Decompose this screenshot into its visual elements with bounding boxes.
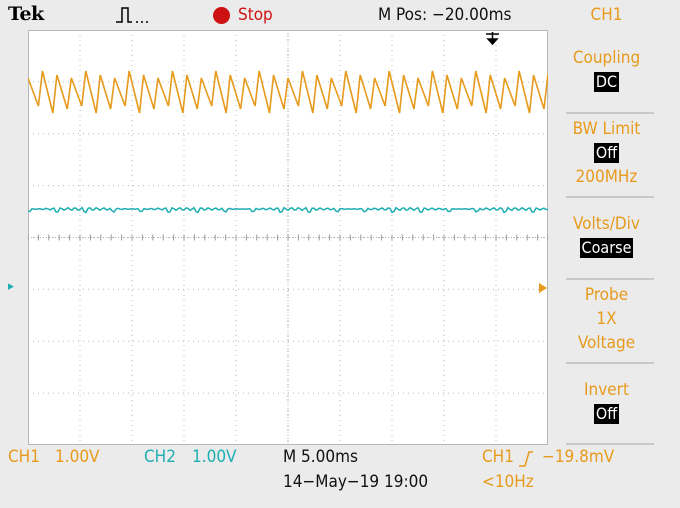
bw-limit-label: BW Limit	[572, 119, 641, 139]
invert-menu-item[interactable]: Invert Off	[563, 378, 650, 426]
coupling-menu-item[interactable]: Coupling DC	[563, 46, 650, 94]
bw-limit-sub: 200MHz	[575, 167, 638, 187]
run-state-label: Stop	[238, 5, 273, 25]
rising-edge-icon	[519, 451, 533, 467]
coupling-label: Coupling	[572, 48, 641, 68]
menu-divider	[566, 112, 654, 114]
menu-divider	[566, 443, 654, 445]
menu-divider	[566, 362, 654, 364]
ch1-scale: 1.00V	[55, 447, 100, 467]
coupling-value: DC	[593, 72, 620, 92]
bw-limit-menu-item[interactable]: BW Limit Off 200MHz	[563, 117, 650, 189]
trigger-position-marker	[486, 32, 499, 46]
waveform-plot	[28, 30, 548, 445]
volts-div-label: Volts/Div	[573, 214, 640, 234]
volts-div-value: Coarse	[579, 238, 634, 258]
menu-title: CH1	[590, 5, 623, 25]
trigger-frequency: <10Hz	[482, 472, 534, 492]
bw-limit-value: Off	[593, 143, 620, 163]
probe-menu-item[interactable]: Probe 1X Voltage	[563, 283, 650, 355]
date-time: 14−May−19 19:00	[283, 472, 429, 492]
timebase-readout: M 5.00ms	[283, 447, 358, 467]
ground-arrow-icon: ▸	[8, 279, 14, 294]
ch2-ground-marker: ▸	[8, 279, 14, 294]
ch2-waveform	[28, 206, 548, 214]
probe-attenuation: 1X	[596, 309, 617, 329]
probe-type: Voltage	[577, 333, 636, 353]
ch2-scale: 1.00V	[192, 447, 237, 467]
trigger-type-icon	[116, 7, 148, 23]
trigger-level: −19.8mV	[542, 447, 615, 467]
volts-div-menu-item[interactable]: Volts/Div Coarse	[563, 212, 650, 260]
probe-label: Probe	[584, 285, 629, 305]
horizontal-position-readout: M Pos: −20.00ms	[378, 5, 512, 25]
invert-value: Off	[593, 404, 620, 424]
ch2-channel-label: CH2	[144, 447, 176, 467]
run-state-indicator-icon	[213, 7, 230, 24]
invert-label: Invert	[584, 380, 629, 400]
trigger-level-marker	[539, 283, 547, 293]
menu-divider	[566, 196, 654, 198]
ch1-channel-label: CH1	[8, 447, 40, 467]
menu-divider	[566, 278, 654, 280]
brand-logo: Tek	[8, 3, 44, 25]
ch1-waveform	[28, 70, 548, 114]
trigger-source: CH1	[482, 447, 514, 467]
